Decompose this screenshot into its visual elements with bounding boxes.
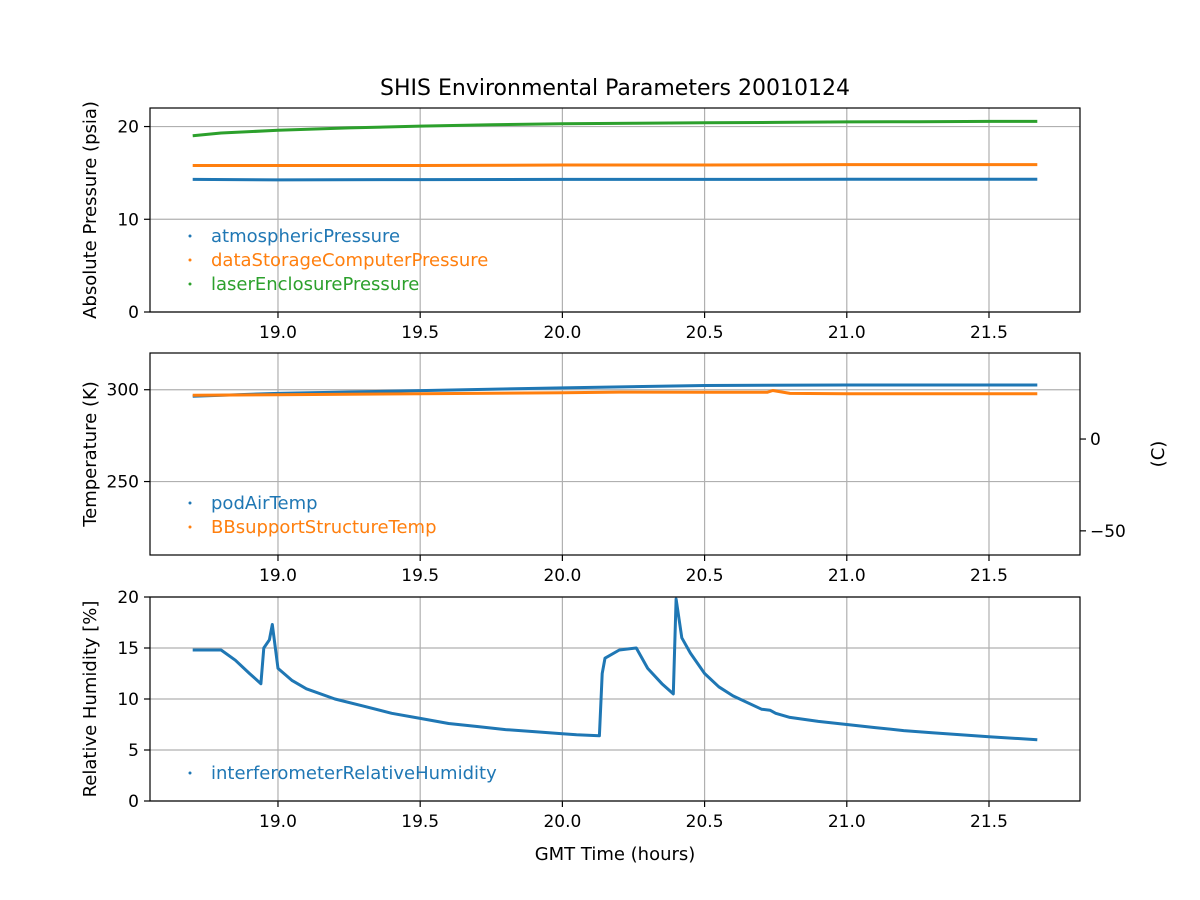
- y-tick-label: 20: [117, 588, 139, 608]
- x-axis-label: GMT Time (hours): [535, 844, 696, 865]
- y-tick-label: 5: [128, 741, 139, 761]
- x-tick-label: 19.0: [259, 323, 297, 343]
- y-axis-label: Absolute Pressure (psia): [80, 101, 101, 319]
- legend-marker: [188, 234, 192, 238]
- axes-frame: [149, 596, 1081, 802]
- y-tick-label: 20: [117, 118, 139, 138]
- series-atmosphericPressure: [192, 177, 1038, 182]
- x-tick-label: 21.5: [970, 323, 1008, 343]
- y-tick-label: 0: [128, 792, 139, 812]
- legend: podAirTemp BBsupportStructureTemp: [188, 493, 437, 538]
- legend-marker: [188, 282, 192, 286]
- right-y-tick-label: −50: [1090, 522, 1126, 542]
- y-tick-label: 10: [117, 210, 139, 230]
- x-tick-label: 19.0: [259, 812, 297, 832]
- x-tick-label: 20.0: [543, 812, 581, 832]
- x-tick-label: 19.5: [401, 566, 439, 586]
- y-tick-label: 10: [117, 690, 139, 710]
- x-tick-label: 20.0: [543, 566, 581, 586]
- panels: 19.0 19.5 20.0 20.5 21.0 21.5 0 10 20 Absolute Pr…: [80, 101, 1169, 832]
- x-tick-label: 20.5: [686, 566, 724, 586]
- legend-label: interferometerRelativeHumidity: [211, 763, 497, 784]
- x-tick-label: 21.5: [970, 812, 1008, 832]
- x-tick-label: 21.5: [970, 566, 1008, 586]
- x-tick-label: 19.5: [401, 812, 439, 832]
- y-tick-label: 15: [117, 639, 139, 659]
- legend-marker: [188, 501, 192, 505]
- legend: atmosphericPressure dataStorageComputerPr…: [188, 226, 488, 295]
- series-laserEnclosurePressure: [192, 119, 1038, 138]
- x-tick-label: 20.0: [543, 323, 581, 343]
- series-interferometerRelativeHumidity: [192, 597, 1038, 742]
- legend-label: dataStorageComputerPressure: [211, 250, 488, 271]
- y-axis-label: Relative Humidity [%]: [80, 601, 101, 798]
- legend-marker: [188, 258, 192, 262]
- panel-1: 19.0 19.5 20.0 20.5 21.0 21.5 0 10 20 Absolute Pr…: [80, 101, 1081, 343]
- axes-frame: [149, 352, 1081, 556]
- legend-label: laserEnclosurePressure: [211, 274, 419, 295]
- x-tick-label: 21.0: [828, 812, 866, 832]
- legend-label: BBsupportStructureTemp: [211, 517, 437, 538]
- y-axis-label: Temperature (K): [80, 381, 101, 528]
- right-y-axis-label: (C): [1148, 441, 1169, 468]
- x-tick-label: 19.5: [401, 323, 439, 343]
- legend: interferometerRelativeHumidity: [188, 763, 497, 784]
- series-dataStorageComputerPressure: [192, 163, 1038, 167]
- x-tick-label: 19.0: [259, 566, 297, 586]
- x-tick-label: 20.5: [686, 323, 724, 343]
- panel-3: 19.0 19.5 20.0 20.5 21.0 21.5 0 5 10 15 20 Relative…: [80, 588, 1081, 832]
- x-tick-label: 21.0: [828, 566, 866, 586]
- legend-label: podAirTemp: [211, 493, 318, 514]
- right-y-tick-label: 0: [1090, 430, 1101, 450]
- x-tick-label: 21.0: [828, 323, 866, 343]
- axes-frame: [149, 107, 1081, 313]
- legend-marker: [188, 525, 192, 529]
- y-tick-label: 0: [128, 303, 139, 323]
- series-BBsupportStructureTemp: [192, 389, 1038, 397]
- panel-2: 19.0 19.5 20.0 20.5 21.0 21.5 250 300 0 −50 (C) Tem…: [80, 352, 1169, 586]
- x-tick-label: 20.5: [686, 812, 724, 832]
- y-tick-label: 300: [107, 381, 139, 401]
- figure-title: SHIS Environmental Parameters 20010124: [380, 76, 850, 101]
- y-tick-label: 250: [107, 473, 139, 493]
- legend-marker: [188, 771, 192, 775]
- legend-label: atmosphericPressure: [211, 226, 400, 247]
